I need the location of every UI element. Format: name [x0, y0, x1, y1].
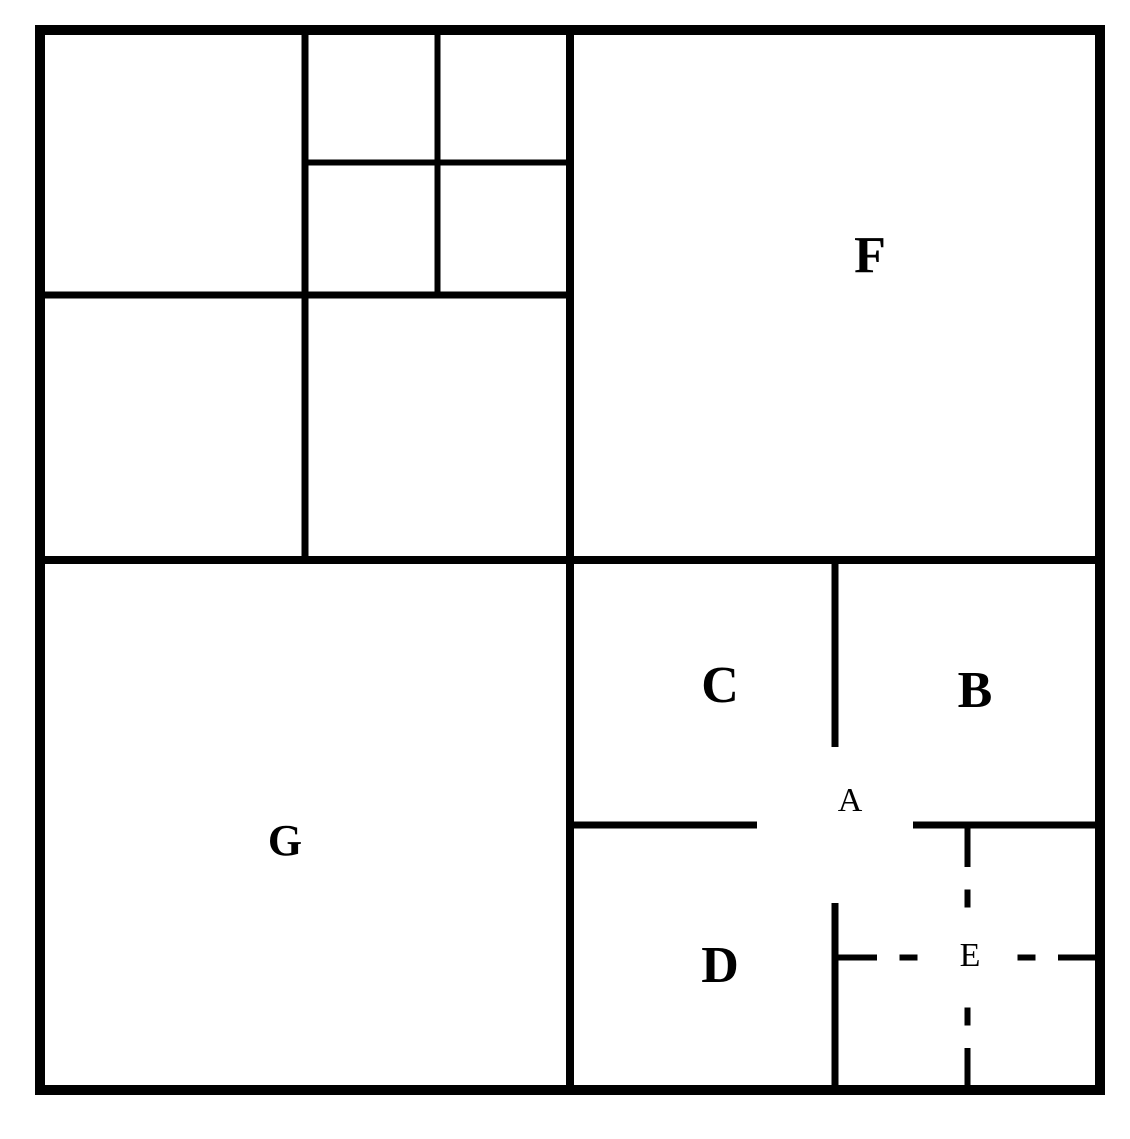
label-C: C: [701, 657, 739, 714]
label-F: F: [854, 227, 886, 284]
label-A: A: [838, 782, 863, 819]
quadtree-diagram: F G C B D A E: [0, 0, 1130, 1139]
label-B: B: [958, 662, 993, 719]
label-E: E: [960, 937, 981, 974]
label-G: G: [268, 816, 302, 865]
label-D: D: [701, 937, 739, 994]
